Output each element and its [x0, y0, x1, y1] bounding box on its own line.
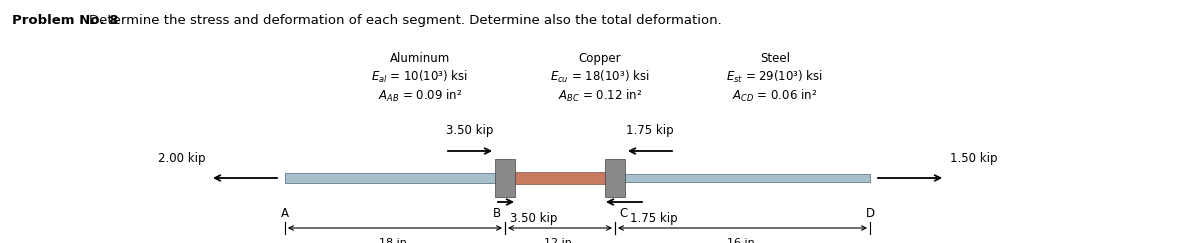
Text: 1.50 kip: 1.50 kip [950, 151, 997, 165]
Text: 12 in.: 12 in. [545, 238, 576, 243]
Bar [616, 174, 870, 182]
Text: $A_{CD}$ = 0.06 in²: $A_{CD}$ = 0.06 in² [732, 88, 817, 104]
Text: $A_{BC}$ = 0.12 in²: $A_{BC}$ = 0.12 in² [558, 88, 642, 104]
Bar [505, 172, 616, 184]
Text: 1.75 kip: 1.75 kip [626, 124, 674, 137]
Text: Aluminum: Aluminum [390, 52, 450, 64]
Text: 1.75 kip: 1.75 kip [630, 212, 678, 225]
Text: D: D [865, 207, 875, 220]
Text: Copper: Copper [578, 52, 622, 64]
Text: 3.50 kip: 3.50 kip [446, 124, 493, 137]
Text: A: A [281, 207, 289, 220]
Bar [496, 159, 515, 197]
Text: Problem No. 8: Problem No. 8 [12, 14, 124, 27]
Text: 3.50 kip: 3.50 kip [510, 212, 557, 225]
Text: $E_{st}$ = 29(10³) ksi: $E_{st}$ = 29(10³) ksi [726, 69, 823, 85]
Text: Steel: Steel [760, 52, 790, 64]
Text: $A_{AB}$ = 0.09 in²: $A_{AB}$ = 0.09 in² [378, 88, 462, 104]
Text: C: C [619, 207, 628, 220]
Text: $E_{al}$ = 10(10³) ksi: $E_{al}$ = 10(10³) ksi [372, 69, 468, 85]
Bar [605, 159, 625, 197]
Text: 18 in.: 18 in. [379, 238, 410, 243]
Text: 16 in.: 16 in. [727, 238, 758, 243]
Text: B: B [493, 207, 502, 220]
Bar [286, 173, 505, 183]
Text: Determine the stress and deformation of each segment. Determine also the total d: Determine the stress and deformation of … [89, 14, 721, 27]
Text: 2.00 kip: 2.00 kip [157, 151, 205, 165]
Text: $E_{cu}$ = 18(10³) ksi: $E_{cu}$ = 18(10³) ksi [551, 69, 649, 85]
